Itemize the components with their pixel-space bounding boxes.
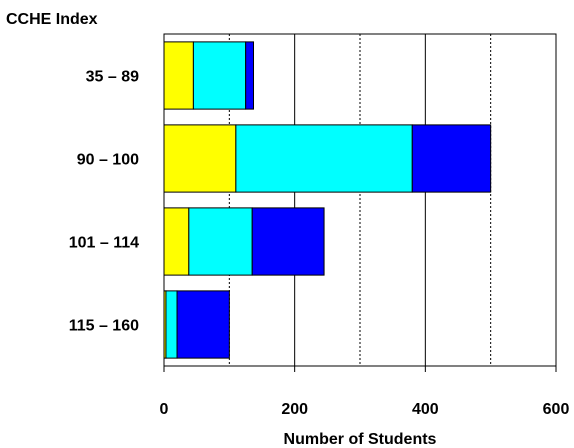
bar-segment-1-1 (163, 41, 194, 110)
bar-segment-1-2 (192, 41, 247, 110)
bar-segment-1-3 (245, 41, 255, 110)
bar-segment-2-2 (235, 124, 413, 193)
x-tick-label: 200 (281, 401, 308, 418)
gridlines (228, 34, 492, 366)
y-tick-label: 35 – 89 (86, 69, 139, 86)
y-tick-labels: 35 – 89 90 – 100 101 – 114 115 – 160 (69, 69, 139, 335)
x-tick-label: 600 (543, 401, 570, 418)
bar-segment-4-2 (165, 290, 178, 359)
x-tick-labels: 0 200 400 600 (160, 366, 570, 418)
y-tick-label: 101 – 114 (69, 235, 139, 252)
bars (163, 41, 492, 359)
x-tick-label: 0 (160, 401, 169, 418)
bar-segment-3-2 (188, 207, 253, 276)
y-tick-label: 115 – 160 (69, 318, 139, 335)
x-axis-title: Number of Students (284, 431, 437, 448)
bar-segment-2-3 (411, 124, 492, 193)
plot-area-frame (163, 33, 557, 367)
bar-segment-2-1 (163, 124, 237, 193)
y-axis-title: CCHE Index (6, 11, 98, 28)
bar-segment-3-3 (251, 207, 325, 276)
bar-segment-4-3 (176, 290, 230, 359)
x-tick-label: 400 (412, 401, 439, 418)
y-tick-label: 90 – 100 (77, 152, 139, 169)
bar-segment-3-1 (163, 207, 190, 276)
